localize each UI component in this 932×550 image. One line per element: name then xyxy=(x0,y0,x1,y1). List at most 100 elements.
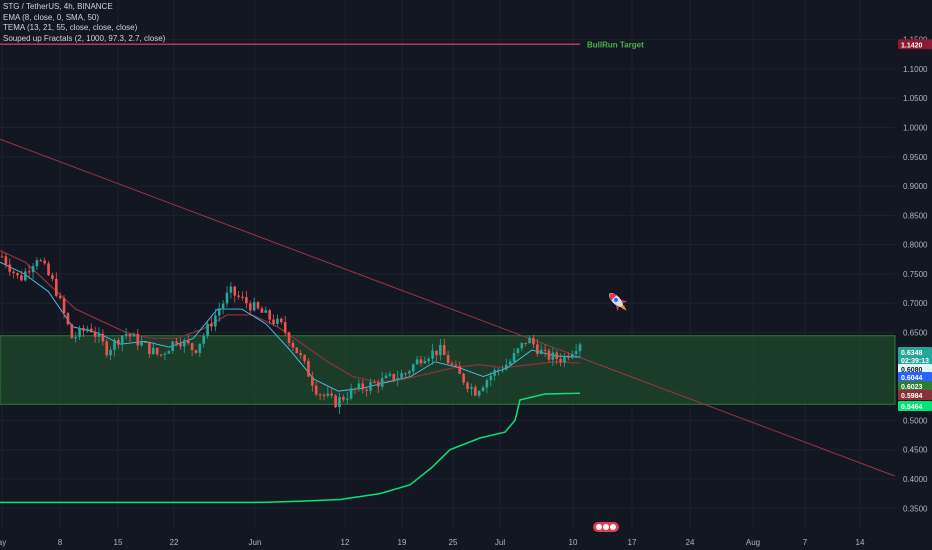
candle-body xyxy=(501,369,504,371)
candle-body xyxy=(473,387,477,396)
candle-body xyxy=(415,359,419,365)
candle-body xyxy=(198,343,202,353)
candle-body xyxy=(400,373,403,378)
candle-body xyxy=(295,347,299,354)
candle-body xyxy=(543,349,547,351)
rocket-window xyxy=(614,298,618,302)
target-price-tag[interactable] xyxy=(898,39,932,50)
candle-body xyxy=(396,377,399,381)
candle-body xyxy=(148,342,151,355)
y-tick-label: 0.7000 xyxy=(903,299,928,308)
candle-body xyxy=(23,271,27,281)
price-tag[interactable] xyxy=(898,347,932,357)
x-tick-label: 7 xyxy=(803,538,808,547)
candle-body xyxy=(155,347,159,355)
candle-body xyxy=(39,260,43,262)
candle-body xyxy=(86,328,89,331)
candle-body xyxy=(4,256,8,265)
candle-body xyxy=(51,275,54,279)
candle-body xyxy=(248,303,252,311)
candle-body xyxy=(489,375,493,381)
candle-body xyxy=(524,342,527,344)
y-axis[interactable]: 1.15001.10001.05001.00000.95000.90000.85… xyxy=(898,36,932,514)
candle-body xyxy=(516,348,520,354)
candle-body xyxy=(237,295,240,297)
candle-body xyxy=(303,355,306,361)
price-tag-label: 0.6348 xyxy=(901,350,923,357)
candle-body xyxy=(334,395,337,408)
legend-ema[interactable]: EMA (8, close, 0, SMA, 50) xyxy=(3,12,100,22)
candle-body xyxy=(470,387,473,389)
candle-body xyxy=(361,383,365,390)
y-tick-label: 0.4000 xyxy=(903,475,928,484)
candle-body xyxy=(408,371,411,374)
target-price-label: 1.1420 xyxy=(901,42,923,49)
candle-body xyxy=(186,340,190,344)
candles-layer xyxy=(0,252,582,414)
candle-body xyxy=(555,352,559,359)
candle-body xyxy=(74,336,78,339)
trendline[interactable] xyxy=(0,138,896,477)
candle-body xyxy=(485,380,489,388)
candle-body xyxy=(520,342,524,349)
candle-body xyxy=(163,353,167,355)
legend-symbol[interactable]: STG / TetherUS, 4h, BINANCE xyxy=(3,2,113,11)
x-tick-label: 14 xyxy=(856,538,865,547)
candle-body xyxy=(450,363,454,365)
candle-body xyxy=(117,339,120,345)
price-tag[interactable] xyxy=(898,401,932,411)
candle-body xyxy=(97,333,101,337)
candle-body xyxy=(493,370,496,376)
candle-body xyxy=(16,272,19,276)
price-tag[interactable] xyxy=(898,381,932,391)
candle-body xyxy=(214,315,217,327)
badge-dot xyxy=(610,524,616,530)
candle-body xyxy=(27,271,31,273)
candle-body xyxy=(179,343,182,347)
price-tag[interactable] xyxy=(898,355,932,365)
candle-body xyxy=(431,350,434,359)
x-tick-label: Jul xyxy=(495,538,505,547)
candle-body xyxy=(124,334,128,336)
legend-tema[interactable]: TEMA (13, 21, 55, close, close, close) xyxy=(3,23,138,32)
candle-body xyxy=(190,343,194,351)
candle-body xyxy=(82,328,85,331)
fractal-line xyxy=(0,392,581,504)
candle-body xyxy=(241,296,244,298)
candle-body xyxy=(299,353,302,356)
candle-body xyxy=(384,375,388,379)
candle-body xyxy=(307,360,310,377)
candle-body xyxy=(539,349,543,354)
legend-fractals[interactable]: Souped up Fractals (2, 1000, 97.3, 2.7, … xyxy=(3,33,166,43)
price-tag[interactable] xyxy=(898,390,932,400)
candle-body xyxy=(105,341,109,356)
price-tag[interactable] xyxy=(898,364,932,374)
price-tag-label: 0.6080 xyxy=(901,367,923,374)
candle-body xyxy=(206,323,209,336)
candle-body xyxy=(311,376,314,386)
price-tag[interactable] xyxy=(898,372,932,382)
candle-body xyxy=(55,278,58,296)
annotation-layer: BullRun Target xyxy=(0,40,644,532)
candle-body xyxy=(47,263,50,276)
candle-body xyxy=(272,319,275,324)
y-tick-label: 0.8000 xyxy=(903,241,928,250)
candle-body xyxy=(159,354,163,356)
candle-body xyxy=(570,353,574,358)
x-tick-label: 22 xyxy=(170,538,179,547)
candle-body xyxy=(229,286,233,293)
candle-body xyxy=(357,383,361,390)
candle-body xyxy=(481,387,485,392)
x-axis[interactable]: ay 8 15 22 Jun 12 19 25 Jul 10 17 24 Aug 7 14 xyxy=(0,538,865,547)
candle-body xyxy=(528,337,531,344)
candle-body xyxy=(330,393,334,396)
candle-body xyxy=(136,334,140,346)
ema-line xyxy=(0,261,581,392)
y-tick-label: 0.9000 xyxy=(903,182,928,191)
candle-body xyxy=(287,332,291,343)
candle-body xyxy=(58,295,62,299)
badge-dot xyxy=(603,524,609,530)
flags-badge-icon[interactable] xyxy=(593,522,619,532)
